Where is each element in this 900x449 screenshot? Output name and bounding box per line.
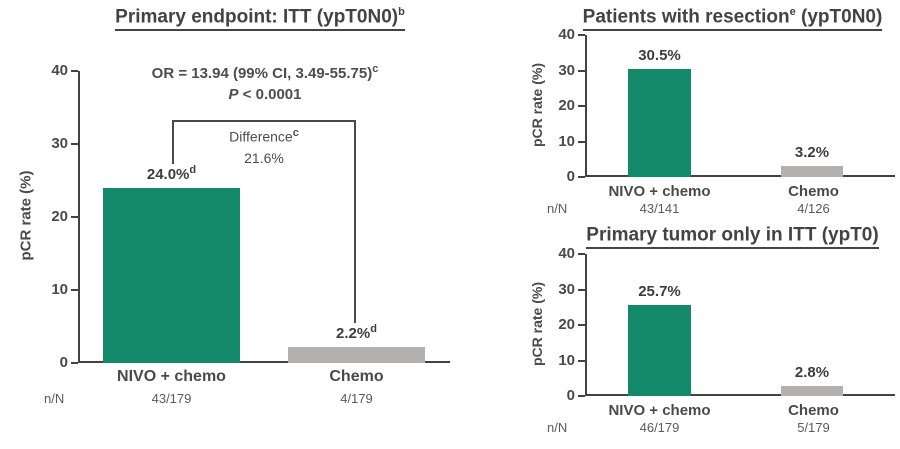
x-axis [585, 175, 895, 177]
chart-title-superscript: e [789, 6, 796, 18]
plot-area: 40 30 20 10 0 24.0%d 2.2%d [51, 62, 450, 371]
y-tick [578, 359, 585, 362]
x-category-label-chemo: Chemo [329, 368, 384, 385]
x-category-label-nivo-chemo: NIVO + chemo [608, 183, 711, 200]
y-tick [578, 140, 585, 143]
y-tick [578, 34, 585, 36]
y-tick [578, 253, 585, 255]
plot-area: 40 30 20 10 0 30.5% 3.2% [558, 26, 895, 185]
odds-ratio-line: OR = 13.94 (99% CI, 3.49-55.75)c [151, 63, 379, 82]
bar-value-label: 30.5% [638, 46, 681, 64]
y-tick-label: 0 [566, 387, 575, 404]
bar-nivo-chemo [628, 304, 691, 396]
y-tick-label: 10 [558, 132, 575, 150]
n-over-n-value-chemo: 4/179 [340, 391, 373, 406]
y-tick-label: 10 [51, 281, 68, 298]
x-axis [78, 361, 450, 363]
y-tick [71, 216, 78, 218]
x-category-label-nivo-chemo: NIVO + chemo [608, 402, 711, 419]
chart-title-text: Primary endpoint: ITT (ypT0N0) [115, 6, 399, 28]
y-tick [578, 324, 585, 326]
y-tick [578, 176, 585, 178]
y-tick-label: 20 [51, 208, 68, 225]
y-tick [578, 288, 585, 291]
difference-value: 21.6% [244, 149, 284, 166]
difference-label: Differencec [229, 127, 299, 145]
or-ci-pvalue-annotation: OR = 13.94 (99% CI, 3.49-55.75)c P < 0.0… [80, 59, 450, 105]
y-tick-label: 0 [566, 168, 575, 185]
bar-chemo [781, 165, 843, 177]
y-tick-label: 0 [59, 354, 68, 371]
chart-title-text: Patients with resection [582, 6, 790, 28]
y-tick-label: 20 [558, 97, 575, 114]
chart-title-text: Primary tumor only in ITT (ypT0) [586, 224, 879, 246]
difference-bracket-top [172, 120, 356, 122]
y-tick-label: 40 [558, 26, 575, 43]
bar-value-label: 25.7% [638, 282, 681, 300]
x-category-label-nivo-chemo: NIVO + chemo [117, 368, 226, 385]
y-tick [71, 362, 78, 364]
y-tick [578, 105, 585, 107]
x-category-label-chemo: Chemo [788, 402, 839, 419]
chart-title: Patients with resectione (ypT0N0) [565, 6, 900, 32]
difference-bracket-left [172, 120, 174, 164]
plot-area: 40 30 20 10 0 25.7% 2.8% [558, 245, 895, 404]
y-tick [578, 69, 585, 72]
bar-nivo-chemo [103, 187, 240, 363]
bar-value-label: 3.2% [794, 143, 830, 161]
x-category-label-chemo: Chemo [788, 183, 839, 200]
n-over-n-value-nivo-chemo: 46/179 [639, 420, 680, 435]
y-axis [585, 35, 587, 177]
y-tick [71, 70, 78, 72]
bar-value-label: 24.0%d [146, 163, 197, 183]
y-axis [78, 71, 80, 363]
n-over-n-key: n/N [547, 420, 568, 435]
y-tick-label: 30 [558, 280, 575, 298]
bar-value-label: 2.2%d [336, 322, 377, 342]
n-over-n-value-nivo-chemo: 43/141 [639, 201, 680, 216]
y-tick-label: 10 [558, 351, 575, 369]
y-tick [578, 395, 585, 397]
y-axis [585, 254, 587, 396]
chart-title: Primary tumor only in ITT (ypT0) [565, 224, 900, 250]
bar-nivo-chemo [628, 68, 691, 177]
y-tick-label: 30 [558, 61, 575, 79]
difference-annotation: Differencec 21.6% [174, 123, 354, 169]
p-value-line: P < 0.0001 [228, 86, 302, 103]
y-tick-label: 40 [51, 62, 68, 79]
n-over-n-value-chemo: 5/179 [797, 420, 830, 435]
y-tick-label: 20 [558, 316, 575, 333]
chart-title-superscript: b [398, 6, 405, 18]
bar-chemo [781, 386, 843, 396]
bar-value-label: 2.8% [794, 364, 830, 382]
y-tick [71, 143, 78, 145]
bar-chemo [288, 346, 425, 363]
x-axis [585, 394, 895, 396]
difference-bracket-right [354, 120, 356, 323]
n-over-n-key: n/N [547, 201, 568, 216]
n-over-n-value-nivo-chemo: 43/179 [151, 391, 192, 406]
y-tick-label: 30 [51, 135, 68, 152]
n-over-n-value-chemo: 4/126 [797, 201, 830, 216]
y-tick-label: 40 [558, 245, 575, 262]
chart-title: Primary endpoint: ITT (ypT0N0)b [60, 6, 460, 32]
n-over-n-key: n/N [44, 391, 65, 406]
y-tick [71, 289, 78, 291]
